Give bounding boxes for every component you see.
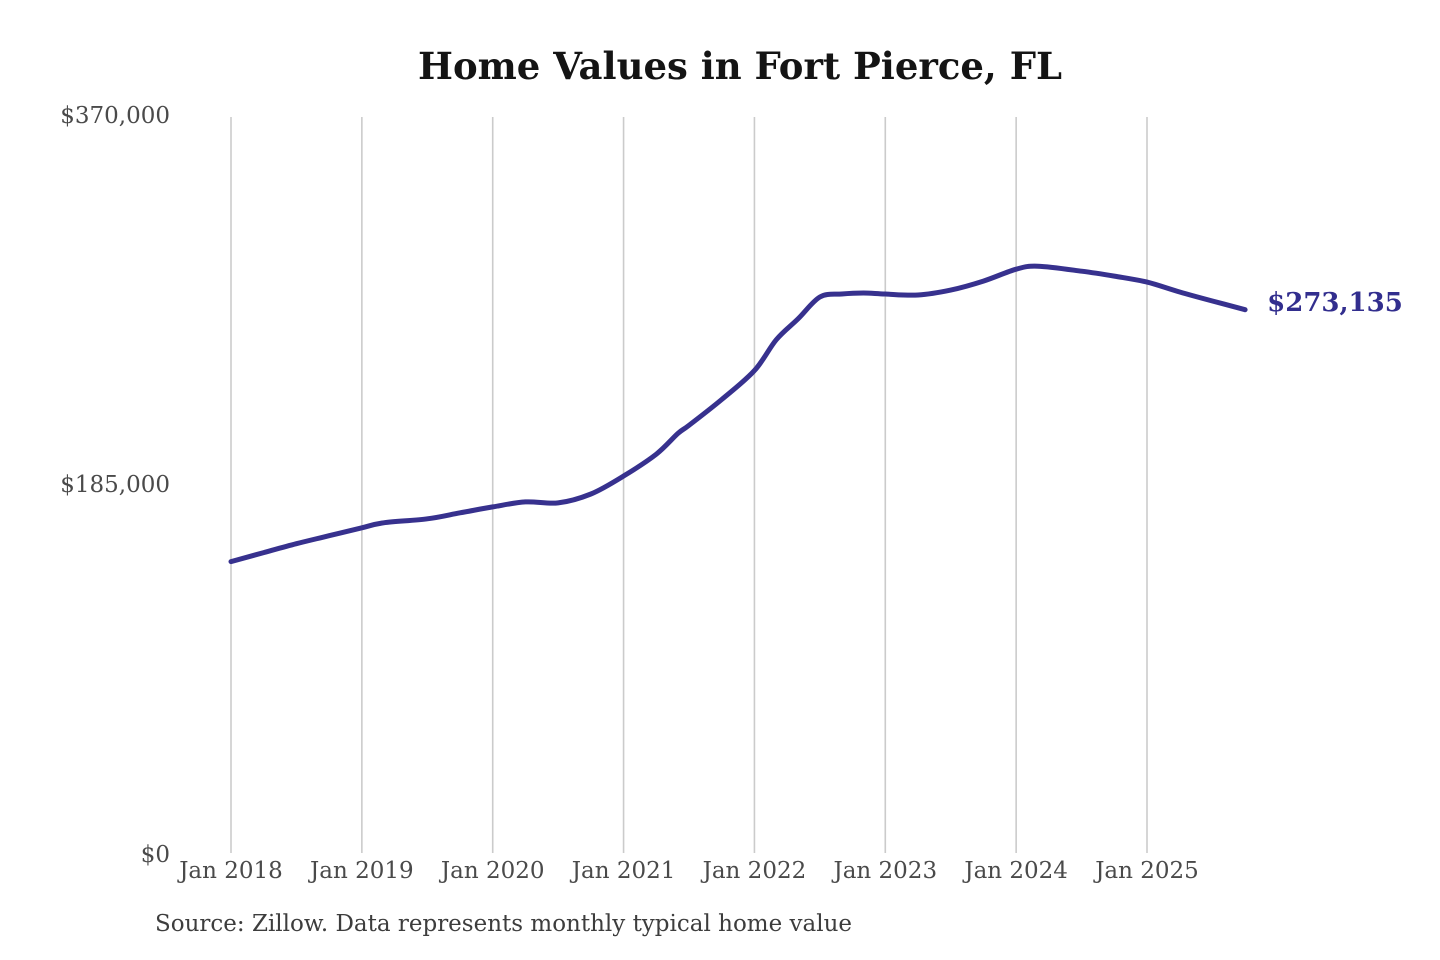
y-axis-tick-label-0: $0 [140,842,170,868]
y-axis-tick-label-185000: $185,000 [60,472,170,498]
x-axis-tick-label: Jan 2025 [1095,858,1199,884]
x-axis-tick-label: Jan 2023 [833,858,938,884]
y-axis-tick-label-370000: $370,000 [60,103,170,129]
x-axis-tick-label: Jan 2024 [964,858,1068,884]
x-axis-tick-label: Jan 2022 [702,858,807,884]
x-axis-tick-label: Jan 2020 [440,858,545,884]
home-value-line [228,263,1248,565]
end-value-annotation: $273,135 [1267,287,1403,318]
x-axis-tick-label: Jan 2021 [571,858,676,884]
gridline-group [230,117,1148,853]
x-axis-tick-label: Jan 2018 [179,858,283,884]
x-axis-tick-label: Jan 2019 [310,858,414,884]
chart-title: Home Values in Fort Pierce, FL [418,44,1062,88]
source-note: Source: Zillow. Data represents monthly … [155,911,853,937]
